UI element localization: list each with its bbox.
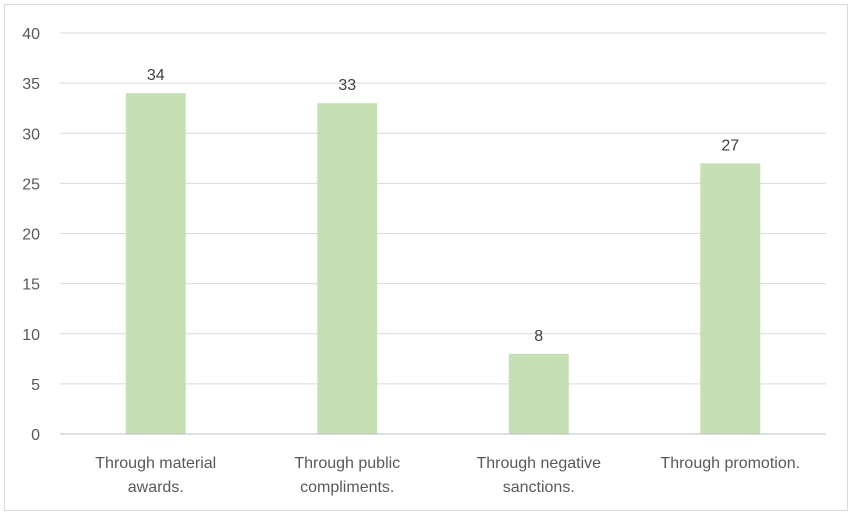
y-tick-label-25: 25: [22, 176, 40, 193]
y-axis-tick-labels: 0 5 10 15 20 25 30 35 40: [22, 26, 40, 444]
x-category-label-3-line-2: sanctions.: [503, 479, 575, 496]
y-tick-label-15: 15: [22, 277, 40, 294]
x-category-label-3: Through negative sanctions.: [476, 455, 601, 496]
x-category-label-2-line-2: compliments.: [300, 479, 394, 496]
bar-2: [317, 103, 378, 435]
x-category-label-4: Through promotion.: [660, 455, 800, 472]
y-tick-label-10: 10: [22, 327, 40, 344]
bar-3: [508, 353, 569, 434]
y-tick-label-40: 40: [22, 26, 40, 43]
y-tick-label-20: 20: [22, 227, 40, 244]
y-tick-label-30: 30: [22, 126, 40, 143]
x-category-label-3-line-1: Through negative: [476, 455, 601, 472]
data-label-3: 8: [534, 328, 543, 345]
x-category-label-1-line-1: Through material: [95, 455, 216, 472]
data-label-4: 27: [721, 137, 739, 154]
x-category-label-1: Through material awards.: [95, 455, 216, 496]
y-tick-label-35: 35: [22, 76, 40, 93]
x-category-label-1-line-2: awards.: [128, 479, 184, 496]
data-label-2: 33: [338, 77, 356, 94]
y-tick-label-5: 5: [31, 377, 40, 394]
x-category-label-2-line-1: Through public: [294, 455, 400, 472]
x-category-label-2: Through public compliments.: [294, 455, 400, 496]
gridlines: [60, 32, 826, 385]
bar-4: [700, 163, 761, 434]
bars: [125, 93, 761, 435]
bar-1: [125, 93, 186, 435]
data-label-1: 34: [147, 67, 165, 84]
x-category-label-4-line-1: Through promotion.: [660, 455, 800, 472]
data-labels: 34 33 8 27: [147, 67, 739, 345]
x-axis-category-labels: Through material awards. Through public com…: [95, 455, 800, 496]
y-tick-label-0: 0: [31, 427, 40, 444]
